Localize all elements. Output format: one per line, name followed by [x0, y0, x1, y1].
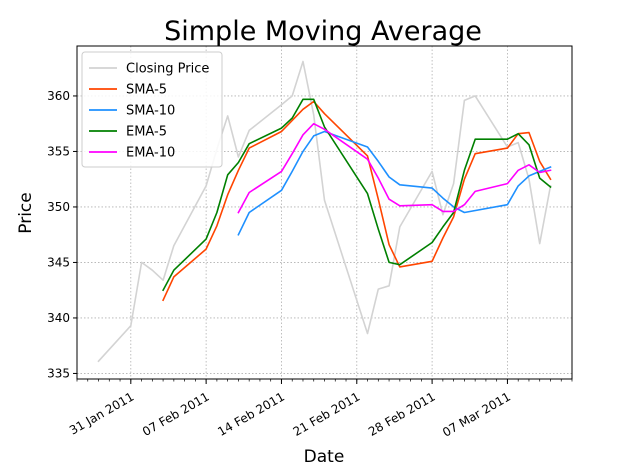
legend: Closing Price SMA-5 SMA-10 EMA-5 EMA-10 — [81, 51, 223, 168]
legend-label-sma-5: SMA-5 — [126, 83, 167, 98]
x-tick-label: 21 Feb 2011 — [291, 390, 363, 439]
series-line-sma-10 — [237, 130, 552, 236]
legend-label-sma-10: SMA-10 — [126, 104, 175, 119]
y-axis-title: Price — [16, 192, 36, 233]
y-tick-label: 350 — [47, 200, 70, 214]
x-axis-title: Date — [304, 447, 345, 466]
legend-label-ema-10: EMA-10 — [126, 146, 175, 161]
x-tick-label: 07 Mar 2011 — [440, 390, 513, 440]
x-tick-label: 07 Feb 2011 — [140, 390, 212, 439]
series-line-ema-10 — [237, 122, 552, 214]
series-line-ema-5 — [162, 98, 552, 292]
legend-label-closing-price: Closing Price — [126, 62, 209, 77]
legend-box — [81, 51, 223, 168]
x-tick-label: 28 Feb 2011 — [366, 390, 438, 439]
series-line-closing-price — [97, 60, 552, 363]
series-line-sma-5 — [162, 100, 552, 302]
y-tick-label: 340 — [47, 311, 70, 325]
x-tick-label: 14 Feb 2011 — [215, 390, 287, 439]
y-tick-label: 345 — [47, 255, 70, 269]
legend-label-ema-5: EMA-5 — [126, 125, 167, 140]
x-tick-label: 31 Jan 2011 — [67, 390, 136, 438]
chart-title: Simple Moving Average — [164, 16, 482, 47]
y-tick-label: 360 — [47, 89, 70, 103]
series-lines — [97, 60, 552, 363]
y-tick-label: 355 — [47, 144, 70, 158]
y-tick-label: 335 — [47, 366, 70, 380]
